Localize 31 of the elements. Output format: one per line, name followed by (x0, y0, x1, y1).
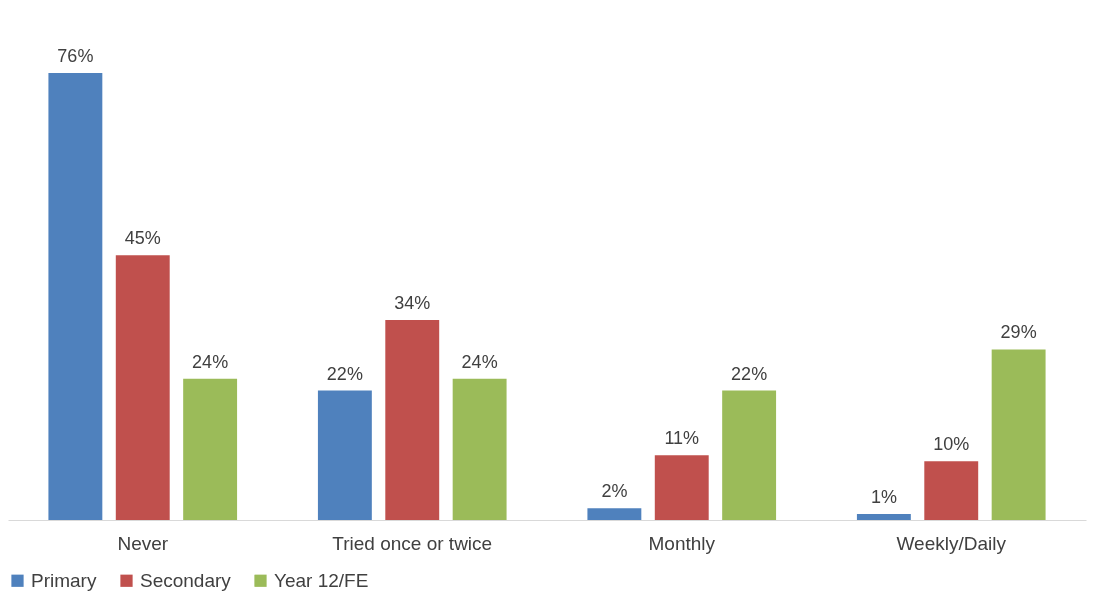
data-label: 1% (870, 487, 897, 508)
bar (722, 390, 777, 520)
data-label: 22% (731, 363, 768, 384)
data-label: 45% (124, 228, 161, 249)
data-label: 34% (394, 293, 431, 314)
bar (924, 461, 979, 520)
data-label: 24% (192, 351, 229, 372)
bar (48, 73, 103, 520)
data-label: 29% (1000, 322, 1037, 343)
bar (385, 320, 440, 520)
legend-label: Year 12/FE (274, 569, 369, 591)
data-label: 10% (933, 434, 970, 455)
x-tick-label: Weekly/Daily (896, 532, 1007, 554)
x-tick-label: Tried once or twice (332, 532, 493, 554)
bar (183, 378, 238, 520)
bar (587, 508, 642, 520)
x-tick-label: Monthly (648, 532, 716, 554)
bar (115, 255, 170, 520)
data-label: 11% (664, 428, 700, 449)
bar (856, 514, 911, 520)
legend-label: Primary (31, 569, 97, 591)
legend-label: Secondary (140, 569, 232, 591)
data-label: 76% (57, 46, 94, 66)
x-tick-label: Never (117, 532, 169, 554)
bar (654, 455, 709, 520)
data-label: 2% (601, 481, 628, 502)
data-label: 22% (326, 363, 363, 384)
bar (452, 378, 507, 520)
bar (991, 349, 1046, 520)
data-label: 24% (461, 351, 498, 372)
bar (317, 390, 372, 520)
